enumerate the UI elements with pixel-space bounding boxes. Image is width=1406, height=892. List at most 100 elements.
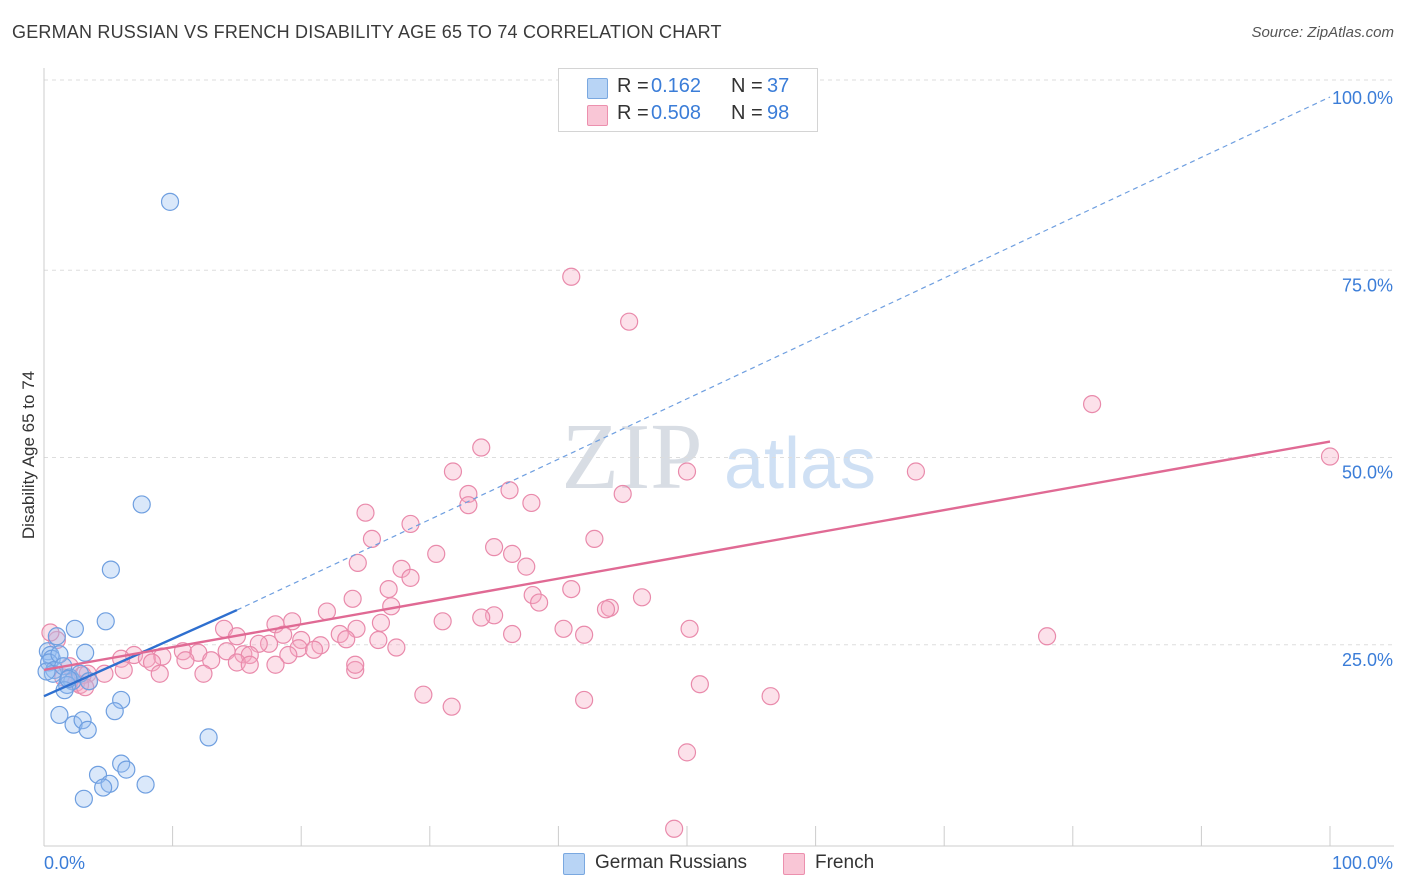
- y-tick-label: 25.0%: [1342, 650, 1393, 670]
- y-tick-label: 50.0%: [1342, 463, 1393, 483]
- data-point-french: [362, 529, 382, 549]
- data-point-german-russians: [73, 711, 92, 730]
- data-point-german-russians: [117, 760, 136, 779]
- data-point-french: [522, 493, 541, 513]
- x-tick-label: 0.0%: [44, 853, 85, 873]
- data-point-french: [472, 608, 491, 627]
- data-point-french: [356, 503, 375, 522]
- data-point-german-russians: [78, 720, 97, 740]
- legend-r-value: 0.162: [651, 75, 702, 97]
- data-point-french: [562, 579, 581, 599]
- data-point-french: [677, 743, 697, 762]
- data-point-french: [379, 579, 398, 599]
- data-point-french: [575, 625, 594, 644]
- legend-r-label: R =: [617, 102, 649, 124]
- data-point-german-russians: [94, 778, 113, 797]
- data-point-german-russians: [160, 192, 180, 211]
- legend-r-label: R =: [617, 75, 649, 97]
- data-point-german-russians: [65, 619, 84, 638]
- correlation-legend: R = 0.162 N = 37 R = 0.508 N = 98: [558, 68, 818, 132]
- data-point-french: [554, 619, 573, 638]
- data-point-french: [575, 690, 594, 710]
- x-tick-label: 100.0%: [1332, 853, 1393, 873]
- data-point-french: [500, 481, 519, 500]
- data-point-french: [677, 462, 697, 481]
- data-point-french: [371, 613, 391, 632]
- legend-n-label: N =: [731, 75, 763, 97]
- data-point-german-russians: [64, 715, 83, 734]
- data-point-french: [176, 651, 195, 670]
- legend-n-value: 98: [767, 102, 790, 124]
- bottom-legend-label: French: [815, 852, 875, 873]
- data-point-french: [240, 655, 259, 674]
- data-point-french: [259, 634, 279, 653]
- bottom-legend-label: German Russians: [595, 852, 748, 873]
- data-point-german-russians: [47, 627, 66, 646]
- data-point-french: [485, 538, 504, 557]
- legend-n-value: 37: [767, 75, 790, 97]
- data-point-french: [690, 675, 709, 694]
- trendline-german-russians-extension: [236, 96, 1331, 611]
- data-point-french: [387, 638, 406, 657]
- data-point-german-russians: [50, 645, 69, 664]
- data-point-french: [194, 664, 213, 683]
- data-point-french: [596, 600, 616, 619]
- data-point-french: [150, 664, 169, 683]
- data-point-french: [585, 529, 604, 549]
- data-point-german-russians: [136, 775, 155, 794]
- source-label: Source: ZipAtlas.com: [1251, 24, 1394, 41]
- data-point-french: [289, 639, 308, 658]
- data-point-german-russians: [101, 560, 120, 579]
- data-point-french: [503, 624, 522, 644]
- watermark-atlas: atlas: [724, 424, 876, 504]
- data-point-french: [343, 589, 362, 608]
- data-point-french: [503, 544, 522, 563]
- data-point-french: [433, 612, 452, 631]
- bottom-legend-swatch-blue: [563, 853, 585, 875]
- data-point-french: [401, 514, 420, 534]
- data-point-french: [304, 640, 324, 659]
- y-tick-label: 100.0%: [1332, 88, 1393, 108]
- data-point-french: [517, 557, 536, 576]
- data-point-german-russians: [96, 612, 115, 631]
- data-point-french: [665, 819, 684, 838]
- data-point-german-russians: [37, 662, 56, 681]
- data-point-german-russians: [76, 643, 95, 662]
- data-point-german-russians: [112, 754, 131, 773]
- data-point-french: [427, 544, 446, 563]
- data-point-french: [279, 645, 298, 665]
- legend-r-value: 0.508: [651, 102, 702, 124]
- data-point-german-russians: [132, 495, 151, 514]
- data-point-french: [1037, 627, 1057, 646]
- data-point-french: [613, 484, 632, 504]
- y-tick-label: 75.0%: [1342, 275, 1393, 295]
- data-point-french: [1320, 447, 1340, 466]
- data-point-french: [562, 267, 581, 286]
- trendline-french: [43, 440, 1331, 672]
- data-point-german-russians: [105, 702, 124, 721]
- data-point-german-russians: [112, 690, 131, 710]
- data-point-french: [1082, 394, 1102, 414]
- data-point-french: [620, 312, 639, 331]
- legend-swatch-pink: [587, 105, 608, 126]
- data-point-french: [442, 697, 461, 716]
- chart-title: GERMAN RUSSIAN VS FRENCH DISABILITY AGE …: [12, 22, 722, 42]
- data-point-french: [346, 660, 365, 680]
- data-point-french: [346, 655, 365, 674]
- data-point-french: [472, 438, 491, 457]
- legend-n-label: N =: [731, 102, 763, 124]
- data-point-french: [337, 630, 356, 649]
- data-point-french: [266, 655, 285, 674]
- data-point-french: [401, 568, 420, 587]
- bottom-legend-swatch-pink: [783, 853, 805, 875]
- data-point-german-russians: [50, 705, 69, 725]
- data-point-french: [530, 593, 549, 612]
- data-point-french: [761, 687, 780, 706]
- data-point-french: [443, 462, 463, 481]
- y-axis-label: Disability Age 65 to 74: [19, 371, 38, 539]
- data-point-french: [202, 651, 221, 670]
- data-point-german-russians: [74, 789, 93, 808]
- data-point-french: [906, 462, 926, 481]
- data-point-french: [369, 630, 388, 650]
